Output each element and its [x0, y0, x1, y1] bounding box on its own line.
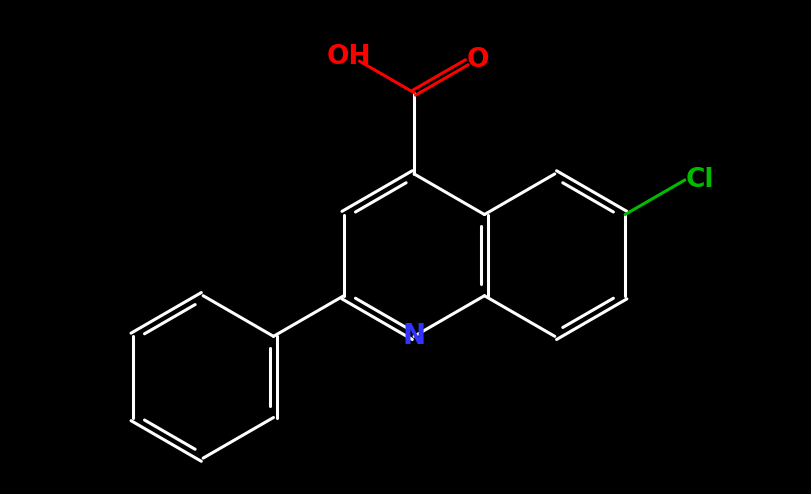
Text: Cl: Cl	[684, 167, 713, 193]
Text: O: O	[466, 47, 488, 73]
Text: N: N	[402, 322, 425, 350]
Text: OH: OH	[326, 44, 371, 70]
